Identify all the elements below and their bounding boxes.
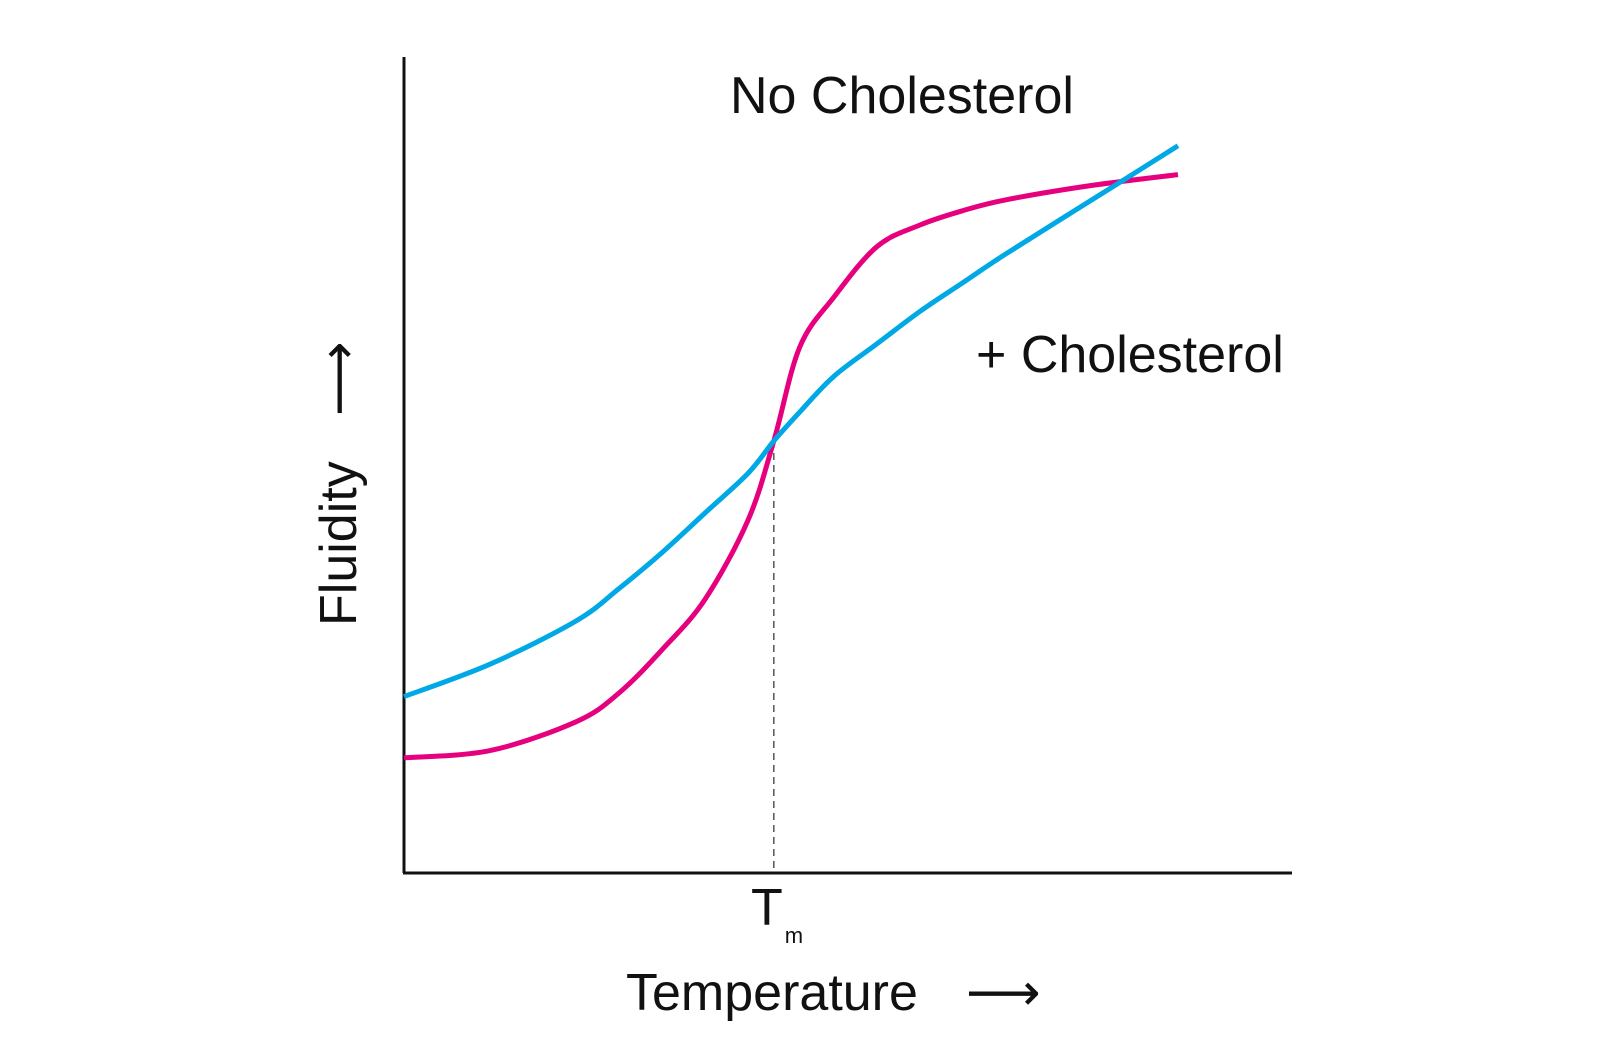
x-axis-label: Temperature	[626, 964, 918, 1022]
series-line-plus-cholesterol	[403, 143, 1180, 699]
y-axis-label-group: Fluidity ⟶	[310, 341, 368, 626]
tm-label-main: T	[751, 879, 783, 937]
series-line-no-cholesterol	[403, 172, 1179, 761]
series-label-plus-cholesterol: + Cholesterol	[976, 326, 1284, 384]
tm-label: Tm	[751, 879, 803, 948]
x-axis-arrow: ⟶	[966, 964, 1041, 1022]
y-axis-label: Fluidity	[310, 461, 368, 626]
tm-label-subscript: m	[785, 923, 803, 948]
series-group	[403, 143, 1180, 761]
y-axis-arrow: ⟶	[310, 341, 368, 416]
series-label-no-cholesterol: No Cholesterol	[730, 67, 1074, 125]
